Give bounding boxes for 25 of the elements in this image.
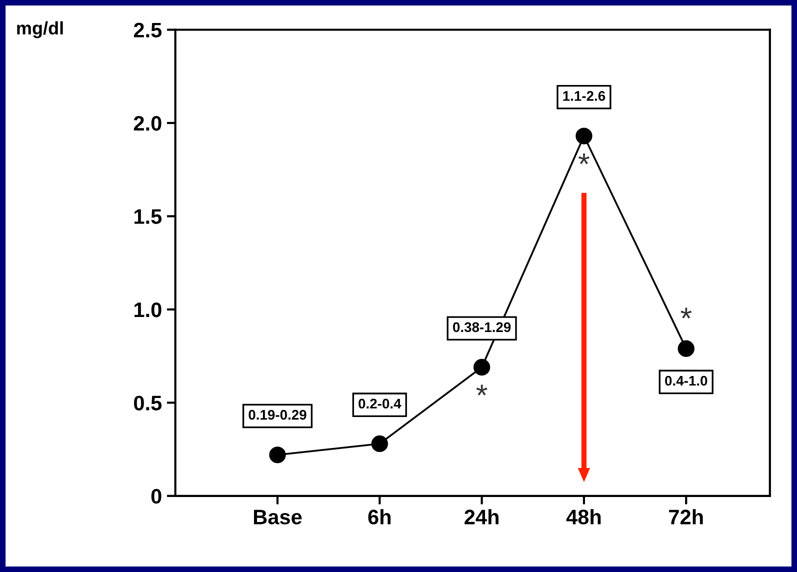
data-label: 0.19-0.29 xyxy=(248,410,306,420)
annotation: * xyxy=(476,384,488,396)
x-tick-label: Base xyxy=(254,510,302,524)
point xyxy=(678,340,694,357)
annotation: * xyxy=(680,308,692,318)
x-tick-label: 6h xyxy=(368,509,391,524)
y-tick-label: 0.5 xyxy=(134,396,162,410)
x-tick-label: 48h xyxy=(566,509,601,524)
point xyxy=(269,446,286,464)
y-tick-label: 2.0 xyxy=(134,116,162,131)
y-tick-label: 1.5 xyxy=(134,209,162,224)
point xyxy=(576,128,592,144)
data-label: 1.1-2.6 xyxy=(563,91,606,101)
x-tick-label: 24h xyxy=(464,509,498,524)
x-tick-label: 72h xyxy=(669,509,703,524)
data-label: 0.2-0.4 xyxy=(358,398,402,409)
y-axis-title: mg/dl xyxy=(17,21,63,38)
y-tick-label: 2.5 xyxy=(134,22,162,38)
point xyxy=(473,358,490,376)
point xyxy=(371,435,388,452)
annotation: * xyxy=(578,153,590,164)
data-label: 0.38-1.29 xyxy=(453,322,511,332)
data-label: 0.4-1.0 xyxy=(665,376,708,386)
y-tick-label: 1.0 xyxy=(134,302,162,318)
y-tick-label: 0 xyxy=(151,488,162,504)
